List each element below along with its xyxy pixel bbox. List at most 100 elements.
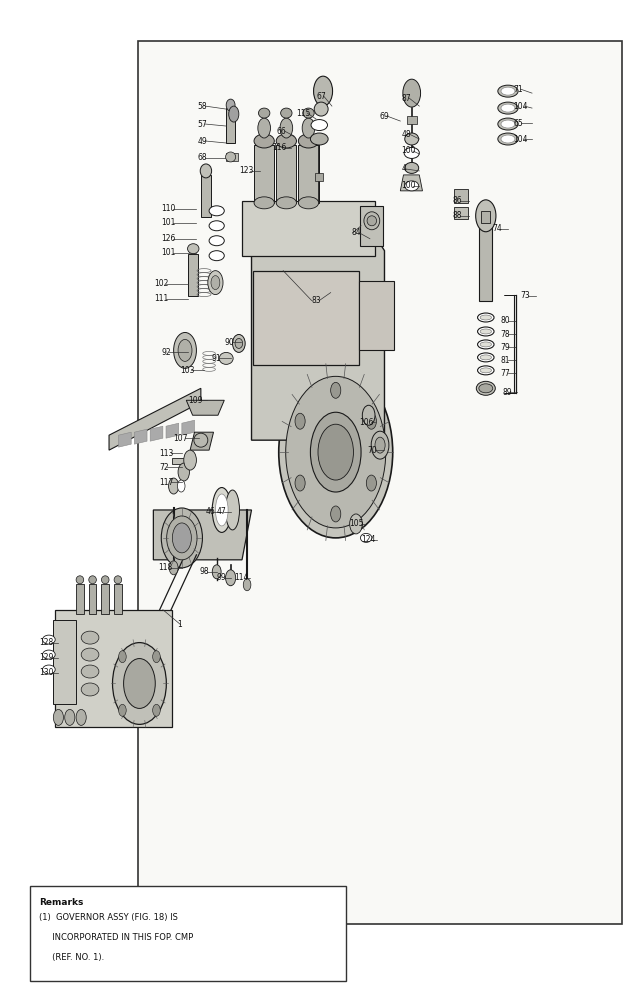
Text: 124: 124: [361, 535, 375, 544]
Circle shape: [178, 339, 192, 361]
Polygon shape: [166, 423, 179, 438]
Ellipse shape: [367, 216, 377, 226]
Circle shape: [211, 276, 220, 290]
Circle shape: [318, 424, 354, 480]
Text: 1: 1: [177, 620, 181, 629]
Text: 115: 115: [296, 109, 310, 118]
Text: 83: 83: [312, 296, 321, 305]
Circle shape: [76, 709, 86, 725]
Text: 88: 88: [452, 211, 462, 220]
Bar: [480, 221, 492, 301]
Polygon shape: [118, 432, 131, 447]
Ellipse shape: [480, 315, 492, 320]
Ellipse shape: [226, 490, 240, 530]
Ellipse shape: [501, 120, 515, 128]
Text: 118: 118: [158, 563, 173, 572]
Ellipse shape: [279, 366, 392, 538]
Ellipse shape: [258, 108, 270, 118]
Text: 84: 84: [352, 228, 361, 237]
Bar: [226, 108, 235, 143]
Ellipse shape: [219, 352, 233, 364]
Circle shape: [229, 106, 239, 122]
Text: 67: 67: [316, 92, 326, 101]
Ellipse shape: [280, 108, 292, 118]
Polygon shape: [53, 620, 76, 704]
Polygon shape: [253, 271, 359, 365]
Text: 87: 87: [401, 94, 411, 103]
Text: INCORPORATED IN THIS FOP. CMP: INCORPORATED IN THIS FOP. CMP: [39, 933, 193, 942]
Text: 57: 57: [198, 120, 207, 129]
Circle shape: [363, 405, 375, 425]
Text: 69: 69: [380, 112, 389, 121]
Text: 68: 68: [198, 153, 207, 162]
Text: 128: 128: [39, 638, 53, 647]
Ellipse shape: [298, 197, 319, 209]
Ellipse shape: [81, 683, 99, 696]
Text: 73: 73: [521, 291, 530, 300]
Ellipse shape: [478, 313, 494, 322]
Text: 72: 72: [160, 463, 169, 472]
Polygon shape: [55, 610, 172, 727]
Text: 117: 117: [160, 478, 174, 487]
Polygon shape: [182, 420, 195, 435]
Circle shape: [177, 480, 185, 492]
Ellipse shape: [162, 508, 202, 568]
Polygon shape: [134, 429, 147, 444]
Ellipse shape: [303, 108, 314, 118]
Circle shape: [119, 704, 126, 716]
Polygon shape: [186, 400, 225, 415]
Circle shape: [208, 271, 223, 295]
Bar: [76, 584, 84, 614]
Polygon shape: [400, 175, 422, 191]
Ellipse shape: [478, 327, 494, 336]
Bar: [276, 145, 296, 203]
Bar: [137, 41, 622, 924]
Ellipse shape: [404, 133, 418, 145]
Ellipse shape: [226, 152, 236, 162]
Circle shape: [123, 659, 155, 708]
Ellipse shape: [81, 665, 99, 678]
Ellipse shape: [81, 648, 99, 661]
Bar: [201, 175, 211, 217]
Text: 70: 70: [368, 446, 377, 455]
Ellipse shape: [209, 221, 225, 231]
Bar: [361, 206, 383, 246]
Ellipse shape: [216, 494, 228, 526]
Circle shape: [350, 514, 363, 534]
Circle shape: [172, 523, 191, 553]
Ellipse shape: [478, 366, 494, 375]
Ellipse shape: [371, 431, 389, 459]
Ellipse shape: [194, 433, 208, 447]
Text: 79: 79: [501, 343, 510, 352]
Circle shape: [153, 704, 160, 716]
Ellipse shape: [404, 147, 419, 158]
Ellipse shape: [404, 162, 418, 173]
Circle shape: [280, 118, 293, 138]
Bar: [406, 116, 417, 124]
Text: 101: 101: [162, 218, 176, 227]
Text: 113: 113: [160, 449, 174, 458]
Polygon shape: [153, 510, 251, 560]
Ellipse shape: [501, 87, 515, 95]
Text: 110: 110: [162, 204, 176, 213]
Text: 104: 104: [513, 102, 527, 111]
Bar: [481, 211, 490, 223]
Bar: [315, 173, 323, 181]
Ellipse shape: [361, 533, 372, 542]
Text: 58: 58: [198, 102, 207, 111]
Text: 89: 89: [503, 388, 513, 397]
Ellipse shape: [375, 437, 385, 453]
Circle shape: [226, 570, 236, 586]
Ellipse shape: [254, 197, 274, 209]
Circle shape: [331, 506, 341, 522]
Text: 116: 116: [272, 143, 287, 152]
Text: 101: 101: [162, 248, 176, 257]
Bar: [101, 584, 109, 614]
Circle shape: [212, 565, 221, 579]
Polygon shape: [242, 201, 375, 256]
Ellipse shape: [478, 340, 494, 349]
Ellipse shape: [498, 133, 518, 145]
Text: 129: 129: [39, 653, 54, 662]
Text: 91: 91: [212, 354, 221, 363]
Text: 109: 109: [188, 396, 203, 405]
